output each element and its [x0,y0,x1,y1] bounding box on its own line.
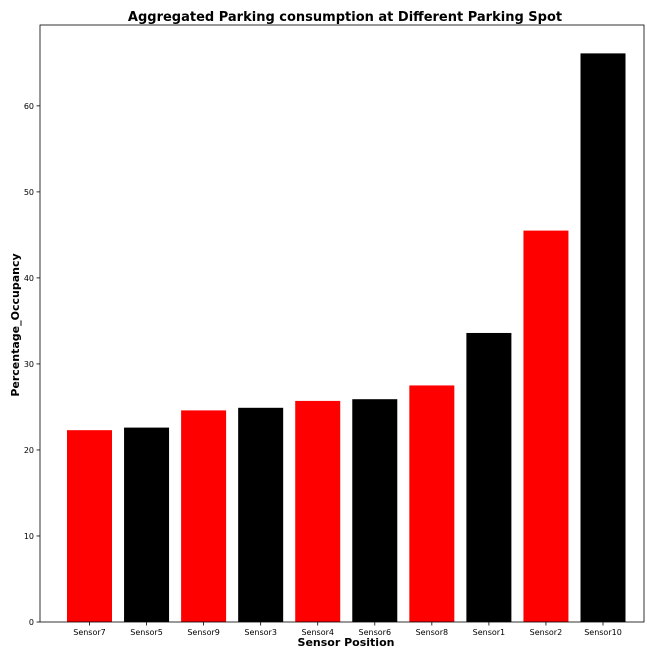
y-tick-label: 0 [29,618,34,627]
x-axis-label: Sensor Position [298,636,395,649]
bars-group [67,53,626,623]
bar-sensor3 [238,407,284,622]
chart-title: Aggregated Parking consumption at Differ… [128,10,562,25]
x-tick-label: Sensor4 [301,628,334,637]
y-tick-label: 40 [24,274,34,283]
bar-sensor10 [580,53,626,622]
y-tick-label: 50 [24,188,34,197]
x-tick-label: Sensor8 [416,628,449,637]
bar-sensor5 [124,427,170,622]
y-axis-label: Percentage_Occupancy [9,253,22,396]
x-tick-label: Sensor6 [359,628,392,637]
y-tick-label: 10 [24,532,34,541]
x-axis-ticks: Sensor7 Sensor5 Sensor9 Sensor3 Sensor4 Senso… [73,622,622,637]
x-tick-label: Sensor3 [244,628,277,637]
bar-sensor4 [295,400,341,622]
bar-sensor2 [523,230,569,623]
bar-sensor9 [181,410,227,622]
x-tick-label: Sensor5 [130,628,163,637]
bar-sensor7 [67,430,112,622]
x-tick-label: Sensor9 [187,628,220,637]
x-tick-label: Sensor1 [473,628,506,637]
x-tick-label: Sensor7 [73,628,106,637]
y-tick-label: 60 [24,102,34,111]
x-tick-label: Sensor10 [584,628,622,637]
y-tick-label: 20 [24,446,34,455]
y-axis-ticks: 0 10 20 30 40 50 60 [24,102,40,627]
y-tick-label: 30 [24,360,34,369]
bar-sensor8 [409,385,455,622]
bar-sensor6 [352,399,398,622]
plot-frame [39,24,645,623]
bar-sensor1 [466,332,512,622]
x-tick-label: Sensor2 [530,628,563,637]
